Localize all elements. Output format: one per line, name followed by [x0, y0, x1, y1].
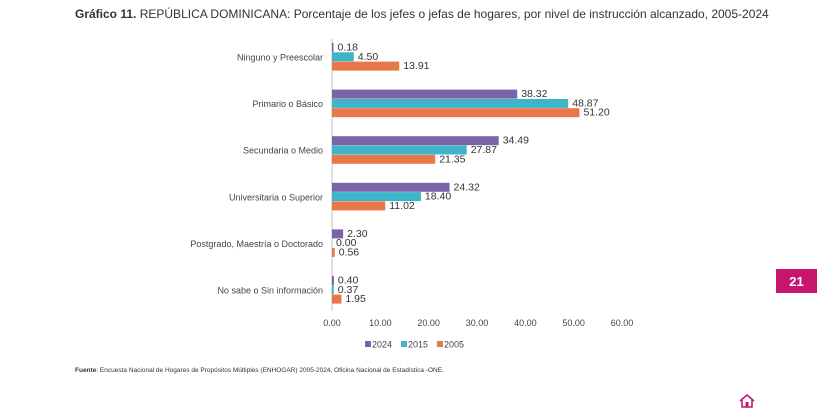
category-label: Ninguno y Preescolar	[237, 52, 323, 62]
x-tick-label: 50.00	[562, 318, 585, 328]
data-label: 0.56	[339, 247, 360, 259]
data-label: 48.87	[572, 97, 598, 109]
chart-title: Gráfico 11. REPÚBLICA DOMINICANA: Porcen…	[75, 7, 769, 21]
data-label: 13.91	[403, 60, 429, 72]
bar-2005	[332, 294, 342, 304]
data-label: 27.87	[471, 144, 497, 156]
data-label: 1.95	[345, 293, 366, 305]
data-label: 2.30	[347, 228, 368, 240]
home-icon[interactable]	[738, 393, 756, 408]
category-label: Universitaria o Superior	[229, 192, 323, 202]
bar-2015	[332, 192, 421, 202]
data-label: 18.40	[425, 191, 451, 203]
data-label: 11.02	[389, 200, 415, 212]
category-label: Secundaria o Medio	[243, 146, 323, 156]
category-label: Primario o Básico	[252, 99, 323, 109]
x-tick-label: 30.00	[466, 318, 489, 328]
bar-2015	[332, 98, 569, 108]
source-note: Fuente: Encuesta Nacional de Hogares de …	[75, 367, 444, 374]
bar-2005	[332, 201, 386, 211]
bar-2005	[332, 154, 436, 164]
data-label: 0.40	[338, 275, 359, 287]
bar-chart: Ninguno y Preescolar 0.184.50 13.91 Primari…	[190, 39, 634, 350]
bar-2024	[332, 276, 334, 285]
legend-label: 2005	[444, 340, 464, 350]
legend-swatch-2015	[401, 341, 407, 347]
legend-swatch-2005	[437, 341, 443, 347]
bar-2015	[332, 52, 354, 62]
data-label: 0.18	[338, 42, 359, 54]
category-label: Postgrado, Maestría o Doctorado	[190, 239, 323, 249]
x-tick-label: 0.00	[323, 318, 341, 328]
data-label: 0.37	[338, 284, 359, 296]
source-text: : Encuesta Nacional de Hogares de Propós…	[96, 367, 444, 374]
data-label: 0.00	[336, 237, 357, 249]
bar-2015	[332, 285, 334, 295]
data-label: 38.32	[521, 88, 547, 100]
bar-2024	[332, 182, 450, 192]
page-number: 21	[789, 273, 804, 289]
bar-2015	[332, 145, 467, 155]
page-number-badge: 21	[776, 269, 817, 293]
x-tick-label: 20.00	[417, 318, 440, 328]
bar-2024	[332, 136, 499, 146]
x-tick-label: 10.00	[369, 318, 392, 328]
source-prefix: Fuente	[75, 367, 97, 374]
legend-label: 2015	[408, 340, 428, 350]
data-label: 21.35	[439, 153, 465, 165]
legend-label: 2024	[372, 340, 392, 350]
bar-2024	[332, 229, 344, 239]
data-label: 34.49	[503, 135, 529, 147]
legend-swatch-2024	[365, 341, 371, 347]
bar-2024	[332, 89, 518, 99]
x-tick-label: 60.00	[611, 318, 634, 328]
data-label: 51.20	[583, 107, 609, 119]
bar-2005	[332, 61, 400, 71]
data-label: 24.32	[454, 181, 480, 193]
x-tick-label: 40.00	[514, 318, 537, 328]
bar-2024	[332, 43, 334, 52]
category-label: No sabe o Sin información	[217, 285, 323, 295]
data-label: 4.50	[358, 51, 379, 63]
bar-2005	[332, 108, 580, 118]
chart-title-text: REPÚBLICA DOMINICANA: Porcentaje de los …	[139, 7, 769, 21]
chart-title-prefix: Gráfico 11.	[75, 7, 137, 21]
bar-2005	[332, 248, 335, 257]
